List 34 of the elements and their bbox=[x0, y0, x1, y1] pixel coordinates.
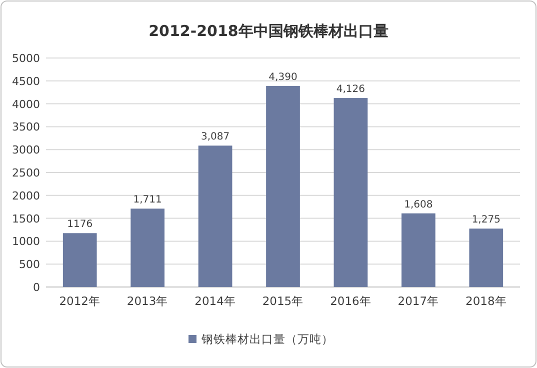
x-tick-label: 2014年 bbox=[194, 294, 236, 308]
data-label: 1,275 bbox=[472, 214, 500, 226]
bar bbox=[402, 213, 436, 287]
y-tick-label: 1000 bbox=[12, 235, 40, 248]
y-tick-label: 3500 bbox=[12, 120, 40, 134]
bar bbox=[469, 228, 504, 287]
y-tick-label: 5000 bbox=[12, 52, 40, 65]
y-tick-label: 500 bbox=[19, 258, 40, 272]
legend-label: 钢铁棒材出口量（万吨） bbox=[200, 332, 334, 346]
y-tick-label: 0 bbox=[33, 281, 40, 294]
x-tick-label: 2013年 bbox=[126, 294, 168, 308]
x-tick-label: 2017年 bbox=[398, 294, 440, 308]
x-tick-label: 2012年 bbox=[59, 294, 100, 308]
bar bbox=[130, 208, 164, 287]
data-label: 1176 bbox=[67, 219, 93, 230]
x-tick-label: 2015年 bbox=[262, 294, 304, 308]
data-label: 1,711 bbox=[133, 194, 162, 206]
data-label: 3,087 bbox=[200, 132, 230, 143]
bar bbox=[198, 146, 232, 287]
bar bbox=[266, 86, 300, 287]
data-label: 1,608 bbox=[404, 199, 433, 210]
bar bbox=[334, 98, 368, 287]
data-label: 4,126 bbox=[336, 84, 366, 96]
y-tick-label: 3000 bbox=[12, 144, 40, 157]
y-tick-label: 2000 bbox=[12, 189, 40, 202]
y-tick-label: 4000 bbox=[12, 98, 40, 111]
y-tick-label: 4500 bbox=[12, 74, 40, 88]
x-tick-label: 2018年 bbox=[466, 294, 507, 308]
x-tick-label: 2016年 bbox=[330, 294, 372, 308]
y-tick-label: 2500 bbox=[12, 166, 40, 180]
chart-title: 2012-2018年中国钢铁棒材出口量 bbox=[148, 22, 388, 40]
data-label: 4,390 bbox=[268, 72, 298, 83]
bar bbox=[62, 233, 97, 287]
y-tick-label: 1500 bbox=[12, 212, 40, 226]
